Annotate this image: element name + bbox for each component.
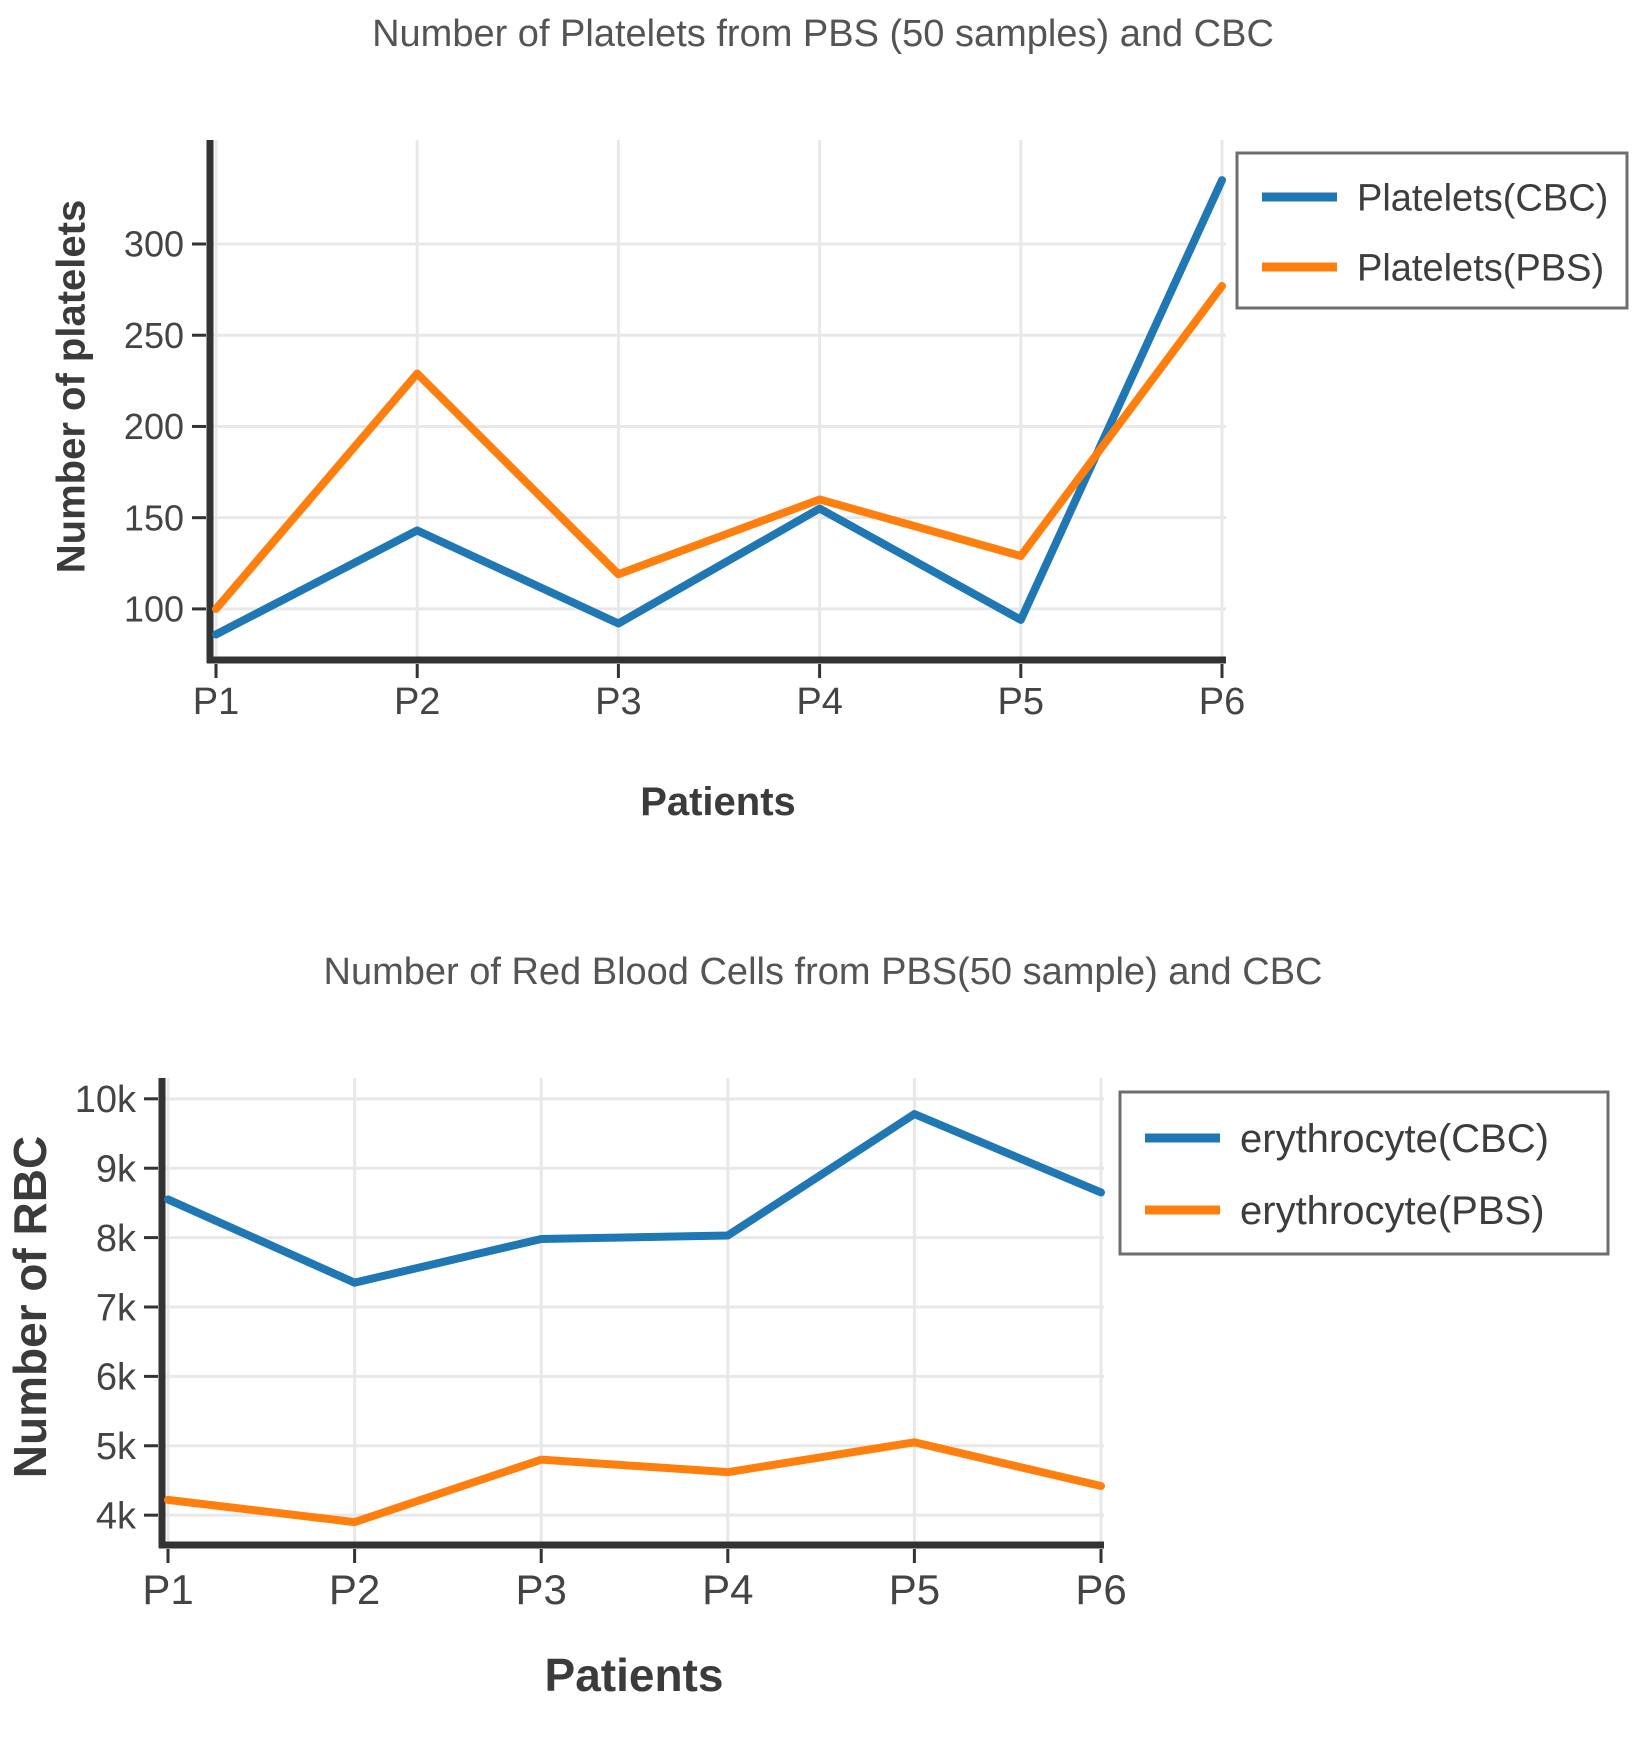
x-tick-label-P6: P6 [1075,1566,1126,1613]
y-tick-label-6k: 6k [96,1357,137,1399]
series-line-erythrocyte(CBC) [164,1110,1105,1287]
legend-label-Platelets(PBS): Platelets(PBS) [1357,247,1604,289]
series-line-Platelets(PBS) [212,281,1226,613]
chart2-x-axis-title: Patients [544,1649,724,1701]
x-tick-label-P5: P5 [998,681,1044,723]
series-line-Platelets(CBC) [212,176,1226,639]
y-tick-label-250: 250 [124,315,184,356]
y-tick-label-4k: 4k [96,1495,137,1537]
x-tick-label-P4: P4 [796,681,842,723]
chart2-plot-area: 4k 5k 6k 7k 8k 9k 10k P1 P2 P3 P4 P5 P6 erythrocyte(C… [75,1078,1610,1613]
x-tick-label-P5: P5 [889,1566,940,1613]
legend-label-erythrocyte(CBC): erythrocyte(CBC) [1240,1117,1549,1161]
chart1-title: Number of Platelets from PBS (50 samples… [372,13,1274,55]
y-tick-label-200: 200 [124,406,184,447]
legend-label-Platelets(CBC): Platelets(CBC) [1357,177,1608,219]
legend-label-erythrocyte(PBS): erythrocyte(PBS) [1240,1189,1545,1233]
chart1-plot-area: 100 150 200 250 300 P1 P2 P3 P4 P5 P6 Platelets(CBC… [124,140,1629,723]
y-tick-label-7k: 7k [96,1287,137,1329]
y-tick-label-100: 100 [124,589,184,630]
x-tick-label-P3: P3 [516,1566,567,1613]
y-tick-label-8k: 8k [96,1218,137,1260]
chart1-x-axis-title: Patients [640,780,796,824]
y-tick-label-5k: 5k [96,1426,137,1468]
chart2-title: Number of Red Blood Cells from PBS(50 sa… [323,951,1323,993]
x-tick-label-P1: P1 [193,681,239,723]
y-tick-label-300: 300 [124,224,184,265]
x-tick-label-P2: P2 [329,1566,380,1613]
x-tick-label-P2: P2 [394,681,440,723]
y-tick-label-150: 150 [124,497,184,538]
x-tick-label-P3: P3 [595,681,641,723]
y-tick-label-10k: 10k [75,1079,137,1121]
series-line-erythrocyte(PBS) [164,1438,1105,1527]
x-tick-label-P1: P1 [142,1566,193,1613]
legend-box [1118,1090,1610,1256]
legend-box [1235,151,1629,310]
x-tick-label-P6: P6 [1199,681,1245,723]
x-tick-label-P4: P4 [702,1566,753,1613]
y-tick-label-9k: 9k [96,1149,137,1191]
